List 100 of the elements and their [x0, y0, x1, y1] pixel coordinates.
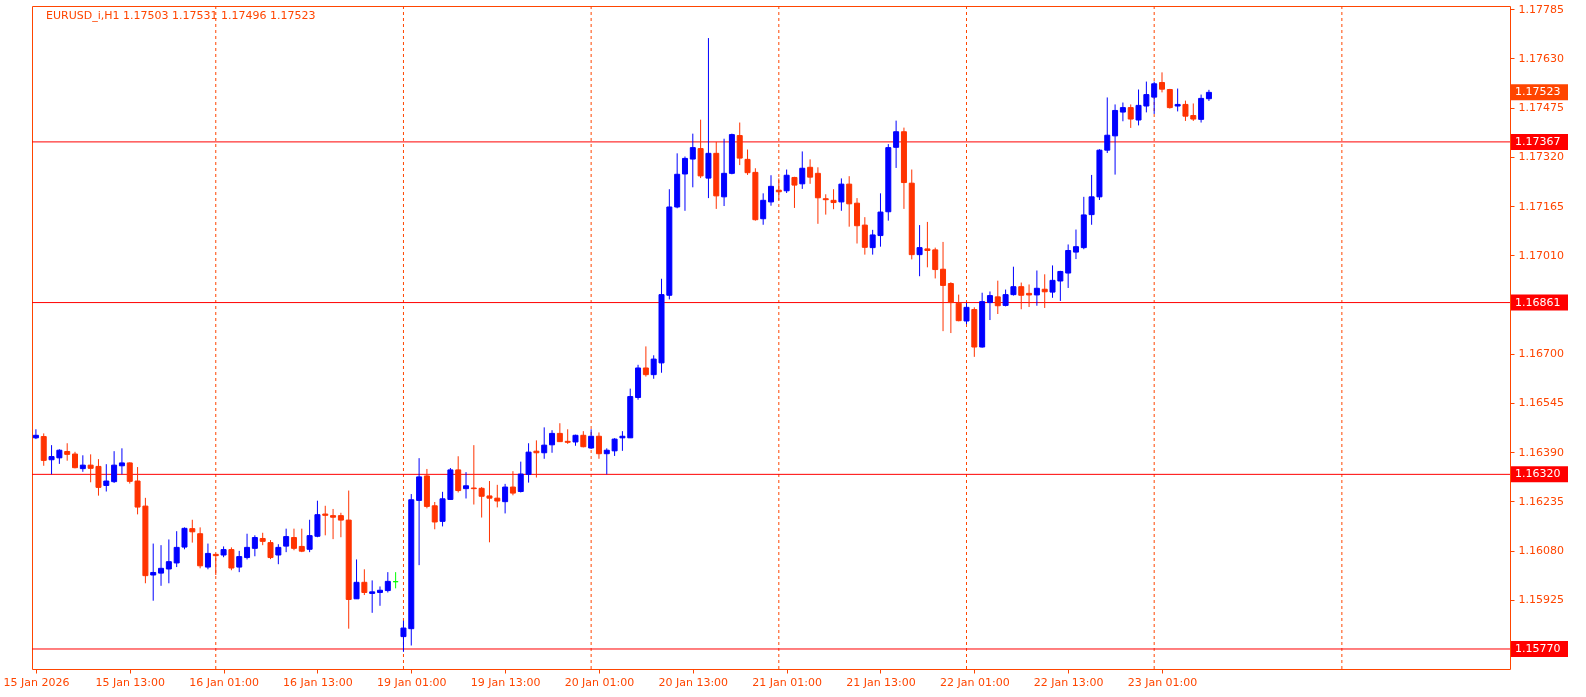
candlestick [283, 528, 290, 553]
candlestick [1119, 102, 1126, 122]
candlestick [337, 512, 344, 538]
ref-line-label: 1.15770 [1515, 642, 1561, 655]
ref-line-label: 1.16320 [1515, 467, 1561, 481]
candlestick [165, 538, 172, 584]
candlestick [861, 216, 868, 256]
y-tick-label: 1.17785 [1518, 2, 1564, 16]
candlestick [768, 174, 774, 207]
x-tick-label: 22 Jan 01:00 [939, 675, 1010, 689]
x-tick-label: 21 Jan 01:00 [752, 675, 822, 689]
y-tick-label: 1.17475 [1518, 101, 1564, 115]
candlestick [838, 177, 845, 212]
candlestick [103, 463, 110, 492]
x-tick-label: 16 Jan 13:00 [283, 675, 353, 689]
candlestick [963, 302, 970, 325]
candlestick [556, 422, 563, 443]
candlestick [416, 457, 423, 566]
candlestick [642, 345, 649, 378]
candlestick [431, 501, 438, 530]
x-tick-label: 19 Jan 01:00 [376, 675, 447, 689]
ref-line-label: 1.17367 [1515, 134, 1561, 148]
x-tick-label: 15 Jan 2026 [3, 675, 70, 689]
candlestick [361, 568, 368, 596]
candlestick [267, 539, 274, 560]
candlestick [244, 533, 251, 560]
x-tick-label: 15 Jan 13:00 [95, 675, 166, 689]
candlestick [150, 543, 157, 602]
candlestick [994, 280, 1001, 315]
candlestick [189, 519, 196, 544]
x-tick-label: 22 Jan 13:00 [1033, 675, 1104, 689]
candlestick [736, 122, 743, 166]
candlestick [40, 432, 47, 467]
candlestick [533, 439, 540, 479]
chart-title: EURUSD_i,H1 1.17503 1.17531 1.17496 1.17523 [46, 9, 316, 22]
y-tick-label: 1.16235 [1518, 494, 1564, 508]
candlestick [455, 455, 462, 493]
candlestick [228, 546, 235, 571]
candlestick [353, 558, 360, 600]
x-tick-label: 20 Jan 01:00 [564, 675, 635, 689]
ref-line-label: 1.16861 [1515, 295, 1561, 309]
candlestick [470, 444, 477, 506]
candlestick [32, 428, 39, 440]
candlestick [783, 169, 790, 194]
candlestick [204, 543, 211, 570]
candlestick [275, 543, 282, 565]
y-tick-label: 1.16545 [1518, 396, 1564, 410]
candlestick [1174, 88, 1181, 112]
candlestick [947, 281, 954, 334]
candlestick [721, 138, 728, 207]
candlestick [1065, 243, 1072, 289]
candlestick [236, 550, 243, 573]
candlestick [1026, 283, 1033, 308]
y-tick-label: 1.16080 [1518, 544, 1564, 558]
candlestick [799, 150, 806, 190]
candlestick [854, 197, 861, 245]
x-tick-label: 23 Jan 01:00 [1127, 675, 1198, 689]
candlestick [369, 579, 376, 614]
x-tick-label: 16 Jan 01:00 [189, 675, 259, 689]
candlestick [251, 534, 258, 557]
y-tick-label: 1.17010 [1518, 248, 1564, 262]
candlestick [376, 585, 383, 607]
candlestick [986, 290, 993, 321]
candlestick [940, 241, 947, 332]
candlestick [118, 447, 125, 475]
candlestick [1033, 270, 1040, 307]
candlestick [1018, 282, 1025, 310]
candlestick [290, 528, 297, 551]
x-tick-label: 20 Jan 13:00 [658, 675, 729, 689]
candlestick [1198, 94, 1205, 124]
candlestick [330, 508, 337, 540]
candlestick [791, 176, 798, 209]
x-tick-label: 19 Jan 13:00 [470, 675, 541, 689]
y-tick-label: 1.17630 [1518, 51, 1564, 65]
y-tick-label: 1.17320 [1518, 150, 1564, 164]
candlestick [502, 483, 509, 514]
candlestick [158, 544, 165, 587]
y-tick-label: 1.16390 [1518, 445, 1564, 459]
candlestick [463, 471, 470, 499]
candlestick [111, 450, 118, 484]
text: 1.17523 [1515, 85, 1561, 99]
candlestick [549, 429, 556, 454]
x-tick-label: 21 Jan 13:00 [846, 675, 916, 689]
candlestick [893, 120, 900, 169]
y-tick-label: 1.16700 [1518, 347, 1564, 361]
candlestick [1159, 71, 1166, 93]
candlestick [322, 505, 329, 536]
candlestick [541, 426, 548, 460]
candlestick [916, 224, 923, 277]
candlestick [1127, 103, 1134, 129]
candlestick [955, 294, 962, 322]
candlestick [384, 571, 391, 593]
candlestick [822, 193, 829, 216]
candlestick [1041, 273, 1048, 309]
candlestick [1072, 229, 1079, 260]
candlestick [588, 428, 595, 450]
candlestick [509, 470, 516, 496]
candlestick [595, 431, 602, 460]
y-tick-label: 1.15925 [1518, 593, 1564, 607]
candlestick [681, 156, 688, 212]
